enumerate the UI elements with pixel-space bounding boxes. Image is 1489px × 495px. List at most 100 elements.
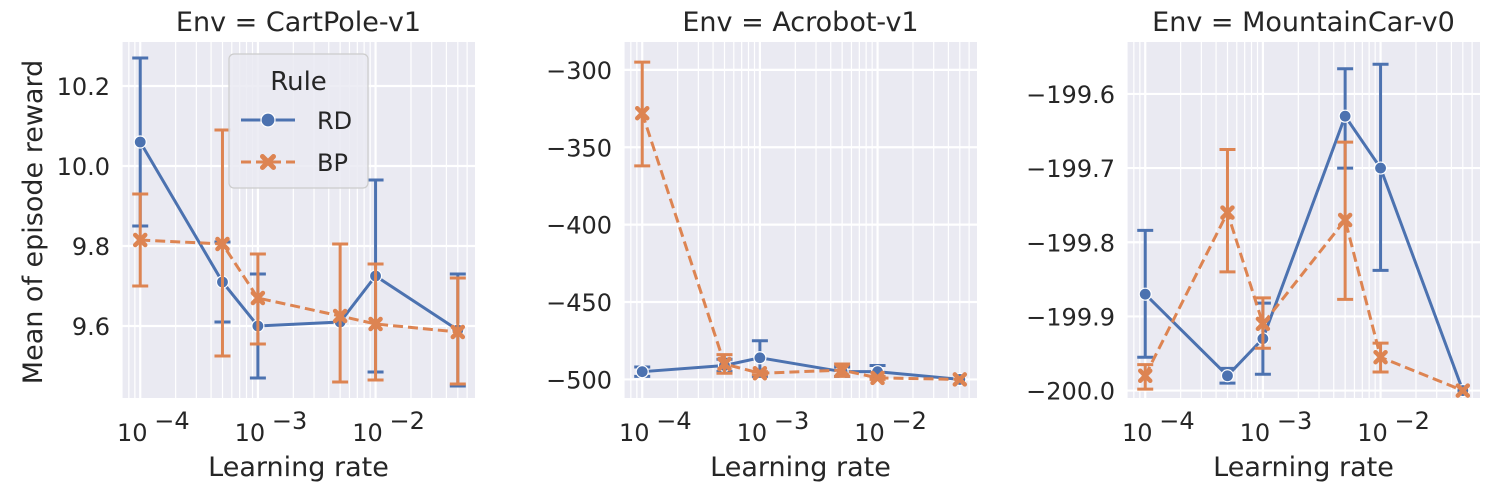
x-tick-exponent: −2	[1395, 407, 1430, 435]
data-point	[1255, 316, 1271, 332]
series-bp	[634, 60, 968, 387]
x-marker	[634, 105, 650, 121]
x-tick-exponent: −2	[390, 407, 425, 435]
panel-title: Env = MountainCar-v0	[1152, 7, 1455, 38]
x-marker	[250, 290, 266, 306]
data-point	[1455, 383, 1471, 398]
x-tick-label: 10	[1240, 419, 1271, 447]
x-tick-label: 10	[235, 419, 266, 447]
legend-marker	[260, 154, 276, 170]
x-marker	[215, 236, 230, 252]
data-point	[1337, 212, 1353, 228]
x-tick-label: 10	[619, 419, 650, 447]
x-marker	[368, 316, 383, 332]
panel-title: Env = Acrobot-v1	[682, 7, 918, 38]
series-bp	[1137, 140, 1471, 398]
y-tick-label: 10.0	[57, 153, 110, 181]
x-marker	[952, 372, 968, 387]
x-marker	[1220, 205, 1235, 220]
y-tick-label: 9.6	[72, 313, 110, 341]
data-point	[1338, 109, 1352, 123]
data-point	[952, 372, 968, 387]
x-tick-exponent: −3	[1277, 407, 1312, 435]
series-bp	[132, 128, 466, 386]
legend-label: BP	[317, 149, 348, 177]
x-marker	[1255, 316, 1271, 332]
y-tick-label: −300	[546, 57, 612, 85]
y-tick-label: −400	[546, 212, 612, 240]
y-tick-label: −199.7	[1026, 155, 1115, 183]
data-point	[1138, 287, 1152, 301]
x-marker	[1137, 368, 1153, 383]
x-marker	[132, 232, 148, 248]
data-point	[834, 362, 850, 378]
series-line	[138, 141, 459, 332]
data-point	[634, 105, 650, 121]
data-point	[1137, 368, 1153, 383]
y-tick-label: −199.8	[1026, 229, 1115, 257]
plot-area	[624, 42, 977, 398]
y-tick-label: −350	[546, 134, 612, 162]
data-point	[332, 308, 348, 324]
x-marker	[870, 370, 885, 386]
y-axis-label: Mean of episode reward	[18, 60, 49, 384]
x-tick-exponent: −2	[892, 407, 927, 435]
x-tick-label: 10	[737, 419, 768, 447]
plot-area	[1127, 42, 1480, 398]
series-rd	[1137, 62, 1470, 398]
x-axis-label: Learning rate	[1213, 452, 1394, 483]
data-point	[1220, 205, 1235, 220]
panel-3: 10 −4 10 −3 10 −2−200.0−199.9−199.8−199.7−199…	[1026, 7, 1480, 483]
data-point	[1220, 369, 1235, 383]
x-axis-label: Learning rate	[710, 452, 891, 483]
x-marker	[332, 308, 348, 324]
data-point	[133, 135, 147, 149]
x-tick-label: 10	[117, 419, 148, 447]
x-marker	[1373, 349, 1388, 365]
series-line	[1144, 112, 1465, 392]
y-tick-label: −450	[546, 289, 612, 317]
x-tick-exponent: −4	[154, 407, 189, 435]
legend-label: RD	[317, 107, 352, 135]
data-point	[870, 370, 885, 386]
legend-marker	[260, 112, 276, 128]
x-tick-exponent: −3	[272, 407, 307, 435]
data-point	[635, 365, 649, 379]
data-point	[215, 236, 230, 252]
y-tick-label: 10.2	[57, 73, 110, 101]
data-point	[1373, 161, 1388, 175]
x-tick-label: 10	[854, 419, 885, 447]
data-point	[250, 290, 266, 306]
x-marker	[717, 356, 732, 372]
data-point	[132, 232, 148, 248]
x-marker	[834, 362, 850, 378]
x-tick-exponent: −4	[656, 407, 691, 435]
panel-title: Env = CartPole-v1	[176, 7, 421, 38]
series-line	[1143, 208, 1464, 392]
x-marker	[450, 324, 466, 340]
x-tick-label: 10	[352, 419, 383, 447]
y-tick-label: −500	[546, 366, 612, 394]
data-point	[717, 356, 732, 372]
x-tick-exponent: −3	[774, 407, 809, 435]
data-point	[368, 316, 383, 332]
y-tick-label: −199.6	[1026, 81, 1115, 109]
series-line	[640, 112, 960, 381]
x-marker	[1337, 212, 1353, 228]
data-point	[753, 351, 767, 365]
data-point	[1373, 349, 1388, 365]
series-line	[642, 356, 960, 381]
x-tick-label: 10	[1122, 419, 1153, 447]
x-tick-exponent: −4	[1159, 407, 1194, 435]
y-tick-label: −200.0	[1026, 378, 1115, 406]
x-marker	[752, 365, 768, 381]
legend: Rule RD BP	[228, 53, 369, 189]
x-tick-label: 10	[1357, 419, 1388, 447]
series-line	[140, 238, 458, 334]
legend-entry-bp: BP	[241, 149, 348, 177]
x-axis-label: Learning rate	[208, 452, 389, 483]
x-marker	[1455, 383, 1471, 398]
y-tick-label: −199.9	[1026, 303, 1115, 331]
